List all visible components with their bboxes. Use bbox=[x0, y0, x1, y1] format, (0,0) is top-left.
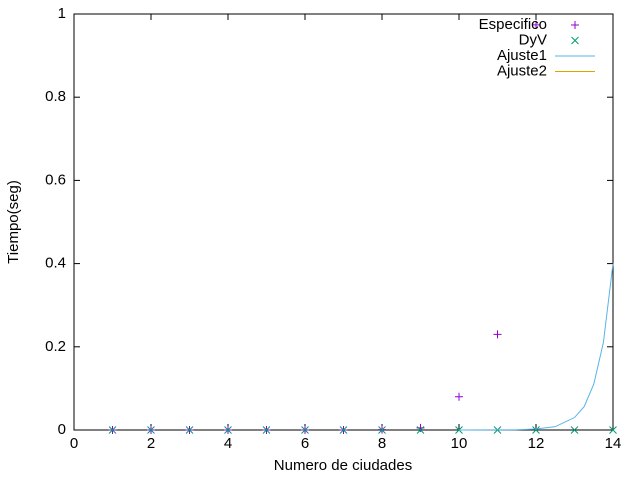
y-tick-label: 0.8 bbox=[45, 88, 66, 105]
legend-label: Ajuste1 bbox=[497, 47, 547, 64]
y-axis-label: Tiempo(seg) bbox=[5, 180, 22, 264]
y-tick-label: 0.4 bbox=[45, 255, 66, 272]
cross-point bbox=[378, 426, 386, 434]
legend-label: Ajuste2 bbox=[497, 62, 547, 79]
cross-point bbox=[609, 426, 617, 434]
cross-point bbox=[185, 426, 194, 434]
cross-point bbox=[416, 426, 425, 434]
x-tick-label: 6 bbox=[301, 435, 309, 452]
cross-point bbox=[570, 426, 579, 434]
x-axis-label: Numero de ciudades bbox=[274, 457, 412, 474]
cross-point bbox=[108, 426, 117, 434]
x-tick-label: 14 bbox=[605, 435, 622, 452]
cross-point bbox=[455, 426, 463, 434]
x-tick-label: 4 bbox=[224, 435, 232, 452]
x-tick-label: 12 bbox=[528, 435, 545, 452]
x-tick-label: 0 bbox=[70, 435, 78, 452]
legend-label: Especifico bbox=[479, 16, 547, 33]
cross-point bbox=[339, 426, 348, 434]
x-tick-label: 2 bbox=[147, 435, 155, 452]
x-tick-label: 10 bbox=[451, 435, 468, 452]
cross-point bbox=[301, 426, 309, 434]
cross-point bbox=[262, 426, 271, 434]
x-tick-label: 8 bbox=[378, 435, 386, 452]
cross-point bbox=[532, 426, 540, 434]
plus-point bbox=[416, 423, 425, 432]
y-tick-label: 1 bbox=[58, 5, 66, 22]
plus-point bbox=[532, 20, 540, 29]
cross-point bbox=[147, 426, 155, 434]
y-tick-label: 0 bbox=[58, 421, 66, 438]
plus-point bbox=[455, 392, 463, 401]
legend-label: DyV bbox=[519, 31, 547, 48]
fit-line bbox=[458, 263, 614, 431]
cross-point bbox=[224, 426, 232, 434]
plus-point bbox=[571, 21, 579, 29]
cross-point bbox=[571, 36, 579, 45]
y-tick-label: 0.2 bbox=[45, 338, 66, 355]
plus-point bbox=[493, 330, 502, 339]
y-tick-label: 0.6 bbox=[45, 171, 66, 188]
